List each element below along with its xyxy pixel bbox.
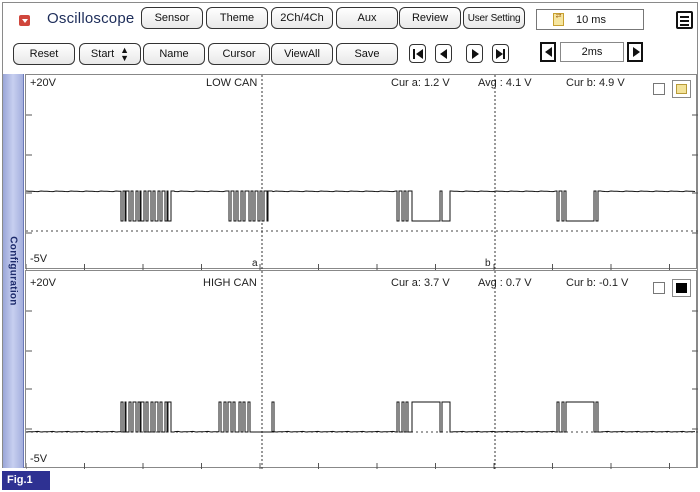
cursor-a-readout: Cur a: 1.2 V [391,77,450,89]
top-voltage-label: +20V [30,77,56,89]
low-can-trace [26,190,696,222]
channel-checkbox[interactable] [653,282,665,294]
low-can-plot[interactable]: +20V LOW CAN Cur a: 1.2 V Avg : 4.1 V Cu… [25,74,698,270]
time-division-display[interactable]: ⇄ 10 ms [536,9,644,30]
configuration-tab[interactable]: Configuration [3,74,24,468]
cursor-a-readout: Cur a: 3.7 V [391,277,450,289]
next-icon [472,49,479,59]
channel-name: LOW CAN [206,77,258,89]
next-frame-button[interactable] [466,44,483,63]
step-value[interactable]: 2ms [560,42,624,62]
cursor-b-marker: b [485,258,491,269]
bar-icon [413,49,415,59]
start-select[interactable]: Start ▲ ▼ [79,43,141,65]
channel-name: HIGH CAN [203,277,257,289]
bottom-voltage-label: -5V [30,453,48,465]
color-swatch-icon [676,84,687,94]
menu-icon[interactable] [676,11,693,29]
cursor-button[interactable]: Cursor [208,43,270,65]
reset-button[interactable]: Reset [13,43,75,65]
start-label: Start [90,48,115,60]
channel-mode-button[interactable]: 2Ch/4Ch [271,7,333,29]
skip-start-icon [416,49,423,59]
cursor-b-readout: Cur b: 4.9 V [566,77,625,89]
cursor-b-readout: Cur b: -0.1 V [566,277,629,289]
color-swatch-icon [676,283,687,293]
configuration-label: Configuration [7,236,19,306]
review-button[interactable]: Review [399,7,461,29]
figure-label: Fig.1 [2,471,50,490]
average-readout: Avg : 4.1 V [478,77,532,89]
low-can-waveform-canvas [26,75,698,270]
prev-frame-button[interactable] [435,44,452,63]
step-increase-button[interactable] [627,42,643,62]
cursor-a-marker: a [252,258,258,269]
channel-color-button[interactable] [672,279,691,297]
right-arrow-icon [633,47,640,57]
last-frame-button[interactable] [492,44,509,63]
channel-color-button[interactable] [672,80,691,98]
user-setting-button[interactable]: User Setting [463,7,525,29]
toolbar: Reset Start ▲ ▼ Name Cursor ViewAll Save … [3,42,697,66]
high-can-trace [26,401,696,433]
time-division-value: 10 ms [576,13,606,26]
step-decrease-button[interactable] [540,42,556,62]
left-arrow-icon [545,47,552,57]
title-bar: Oscilloscope Sensor Theme 2Ch/4Ch Aux Re… [3,7,697,33]
skip-end-icon [496,49,503,59]
high-can-plot[interactable]: +20V HIGH CAN Cur a: 3.7 V Avg : 0.7 V C… [25,270,698,469]
name-button[interactable]: Name [143,43,205,65]
oscilloscope-window: Oscilloscope Sensor Theme 2Ch/4Ch Aux Re… [2,2,698,469]
high-can-waveform-canvas [26,271,698,469]
top-voltage-label: +20V [30,277,56,289]
theme-button[interactable]: Theme [206,7,268,29]
save-button[interactable]: Save [336,43,398,65]
channel-checkbox[interactable] [653,83,665,95]
time-division-icon: ⇄ [553,13,564,26]
prev-icon [440,49,447,59]
app-menu-icon[interactable] [19,15,30,26]
bottom-voltage-label: -5V [30,253,48,265]
bar-icon [503,49,505,59]
sensor-button[interactable]: Sensor [141,7,203,29]
updown-icon: ▲ ▼ [120,45,130,63]
app-title: Oscilloscope [47,10,135,27]
viewall-button[interactable]: ViewAll [271,43,333,65]
aux-button[interactable]: Aux [336,7,398,29]
average-readout: Avg : 0.7 V [478,277,532,289]
first-frame-button[interactable] [409,44,426,63]
